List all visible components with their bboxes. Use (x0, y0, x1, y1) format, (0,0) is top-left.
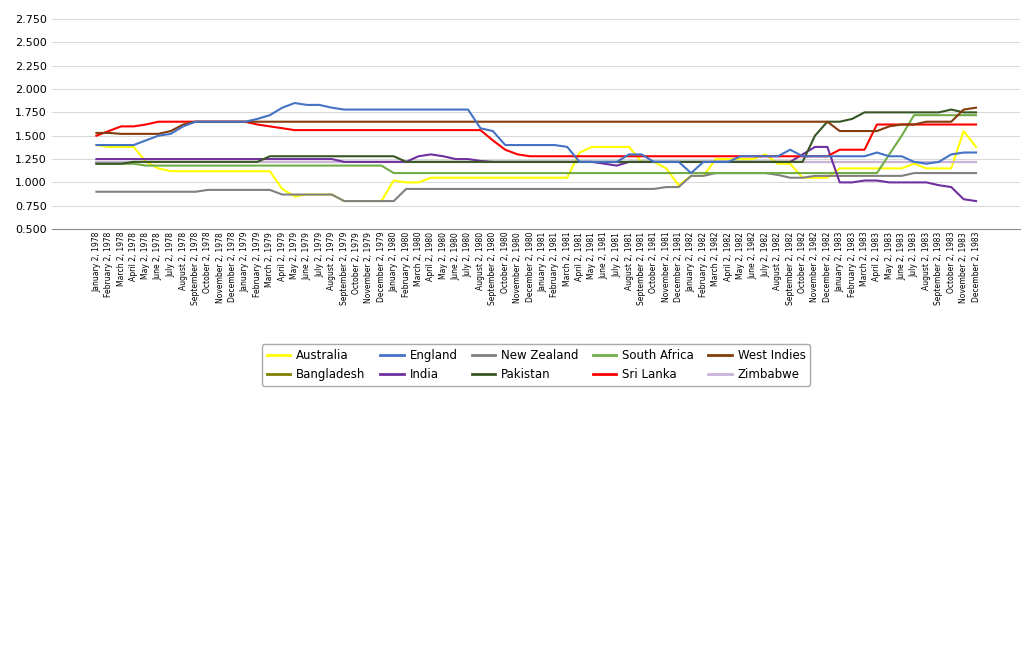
Legend: Australia, Bangladesh, England, India, New Zealand, Pakistan, South Africa, Sri : Australia, Bangladesh, England, India, N… (262, 344, 810, 386)
